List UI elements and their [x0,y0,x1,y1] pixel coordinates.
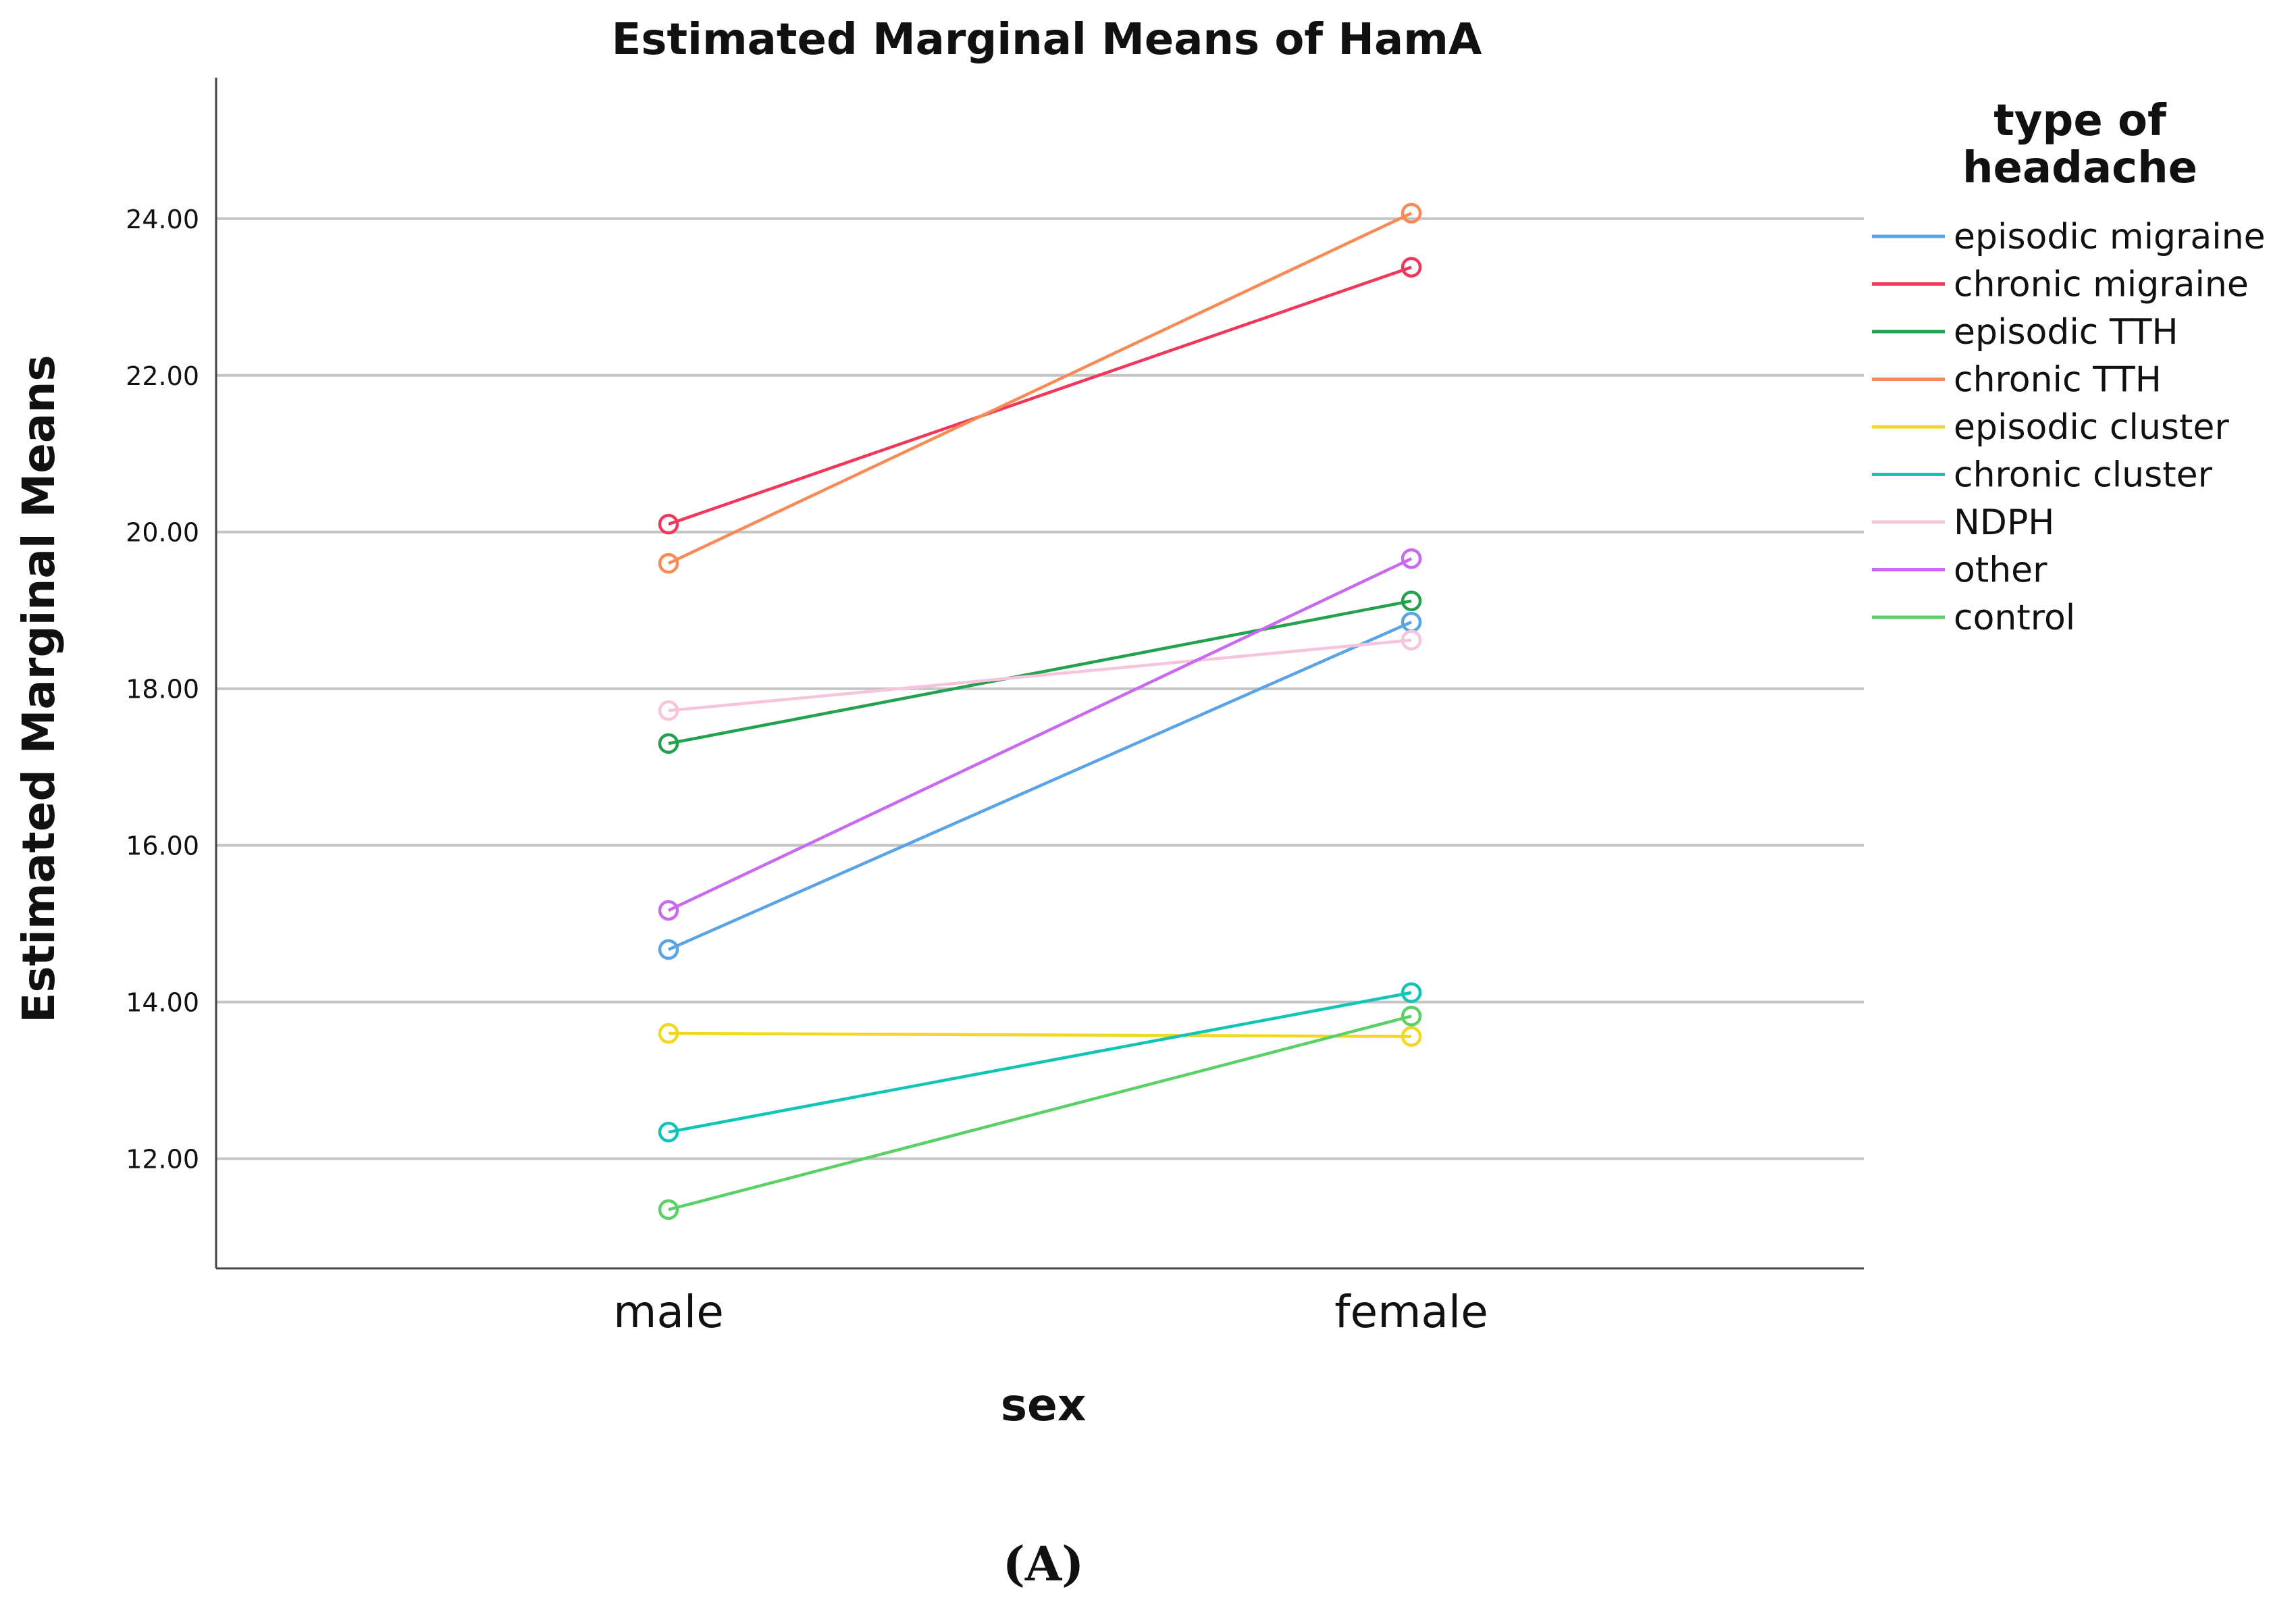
legend-title-line-1: type of [1993,96,2167,146]
legend-label-episodic-tth: episodic TTH [1954,312,2178,353]
point-chronic-migraine-male [658,513,679,535]
y-tick-label-18: 18.00 [126,675,199,704]
point-ndph-male [658,700,679,721]
y-tick-label-22: 22.00 [126,361,199,391]
point-episodic-cluster-male [658,1023,679,1044]
series-line-chronic-tth [668,211,1412,565]
point-chronic-tth-female [1401,203,1422,224]
series-chronic-tth [658,203,1422,574]
point-ndph-female [1401,629,1422,651]
y-tick-labels: 12.00 14.00 16.00 18.00 20.00 22.00 24.00 [126,205,199,1174]
series-line-episodic-cluster [668,1031,1412,1038]
legend-label-chronic-migraine: chronic migraine [1954,265,2249,305]
legend-label-chronic-tth: chronic TTH [1954,360,2162,400]
y-tick-label-24: 24.00 [126,205,199,234]
series-line-chronic-migraine [668,265,1412,526]
point-other-female [1401,548,1422,569]
point-chronic-cluster-female [1401,982,1422,1003]
point-control-female [1401,1006,1422,1027]
legend-label-other: other [1954,550,2047,591]
chart-title: Estimated Marginal Means of HamA [612,15,1482,65]
series-episodic-cluster [658,1023,1422,1047]
y-axis-title: Estimated Marginal Means [13,355,65,1023]
series-line-chronic-cluster [668,991,1412,1134]
series-lines [658,203,1422,1220]
y-tick-label-14: 14.00 [126,988,199,1018]
point-episodic-tth-male [658,733,679,754]
x-axis-title: sex [1001,1379,1087,1431]
series-chronic-migraine [658,257,1422,535]
legend-title-line-2: headache [1962,143,2197,193]
point-chronic-cluster-male [658,1121,679,1143]
series-episodic-tth [658,590,1422,754]
series-other [658,548,1422,921]
point-episodic-migraine-male [658,939,679,960]
point-chronic-migraine-female [1401,257,1422,278]
point-control-male [658,1199,679,1220]
series-line-episodic-migraine [668,621,1412,951]
legend-label-chronic-cluster: chronic cluster [1954,455,2213,496]
legend-label-control: control [1954,598,2075,638]
point-episodic-tth-female [1401,590,1422,612]
legend: type of headache episodic migraine chroni… [1872,96,2266,638]
series-episodic-migraine [658,611,1422,960]
panel-label: (A) [1003,1536,1085,1592]
legend-label-episodic-cluster: episodic cluster [1954,407,2229,448]
point-other-male [658,900,679,921]
y-tick-label-16: 16.00 [126,831,199,861]
y-tick-label-20: 20.00 [126,518,199,548]
series-line-episodic-tth [668,599,1412,746]
point-episodic-migraine-female [1401,611,1422,633]
series-control [658,1006,1422,1220]
y-tick-label-12: 12.00 [126,1145,199,1174]
x-tick-label-male: male [613,1286,724,1338]
gridlines [216,217,1864,1160]
series-line-control [668,1014,1412,1212]
legend-label-episodic-migraine: episodic migraine [1954,217,2266,257]
point-episodic-cluster-female [1401,1026,1422,1047]
legend-label-ndph: NDPH [1954,502,2054,543]
point-chronic-tth-male [658,552,679,574]
axes [215,78,1864,1270]
series-line-ndph [668,638,1412,713]
series-ndph [658,629,1422,721]
x-tick-labels: male female [613,1286,1488,1338]
x-tick-label-female: female [1334,1286,1488,1338]
series-chronic-cluster [658,982,1422,1143]
series-line-other [668,557,1412,912]
legend-items: episodic migraine chronic migraine episodi… [1872,217,2266,638]
